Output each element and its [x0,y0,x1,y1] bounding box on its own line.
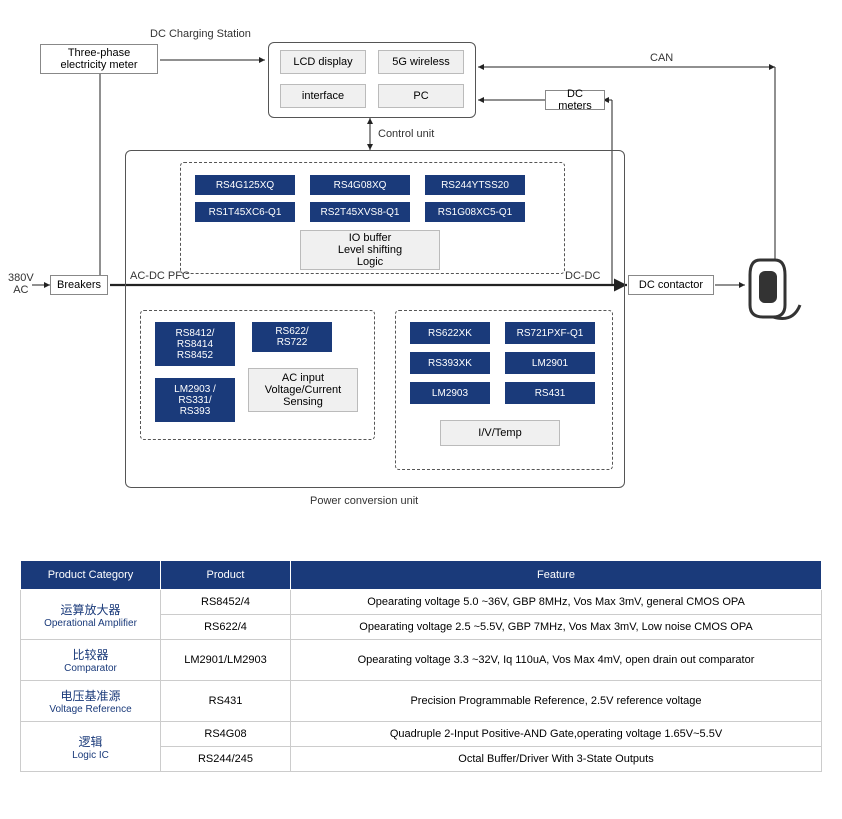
chip-logic-3: RS1T45XC6-Q1 [195,202,295,222]
block-diagram: DC Charging Station Control unit Power c… [0,0,842,530]
node-5g: 5G wireless [378,50,464,74]
product-table-section: Product Category Product Feature 运算放大器Op… [0,560,842,792]
table-row: 运算放大器Operational AmplifierRS8452/4Opeara… [21,590,822,615]
chip-logic-2: RS244YTSS20 [425,175,525,195]
node-interface: interface [280,84,366,108]
chip-logic-0: RS4G125XQ [195,175,295,195]
cell-product: RS244/245 [161,747,291,772]
label-can: CAN [650,52,673,64]
chip-dc-5: RS431 [505,382,595,404]
label-380v: 380V AC [8,272,34,296]
th-product: Product [161,561,291,590]
chip-ac-1: RS622/ RS722 [252,322,332,352]
label-control-unit: Control unit [378,128,434,140]
chip-logic-4: RS2T45XVS8-Q1 [310,202,410,222]
cell-feature: Octal Buffer/Driver With 3-State Outputs [291,747,822,772]
cell-category: 运算放大器Operational Amplifier [21,590,161,640]
cell-feature: Quadruple 2-Input Positive-AND Gate,oper… [291,722,822,747]
chip-dc-2: RS393XK [410,352,490,374]
cell-category: 电压基准源Voltage Reference [21,681,161,722]
cell-feature: Opearating voltage 5.0 ~36V, GBP 8MHz, V… [291,590,822,615]
cell-feature: Opearating voltage 3.3 ~32V, Iq 110uA, V… [291,640,822,681]
table-row: 比较器ComparatorLM2901/LM2903Opearating vol… [21,640,822,681]
label-dc-charging-station: DC Charging Station [150,28,251,40]
node-ivtemp: I/V/Temp [440,420,560,446]
node-dc-meters: DC meters [545,90,605,110]
node-dc-contactor: DC contactor [628,275,714,295]
chip-logic-5: RS1G08XC5-Q1 [425,202,525,222]
chip-dc-1: RS721PXF-Q1 [505,322,595,344]
node-io-buffer: IO buffer Level shifting Logic [300,230,440,270]
cell-product: RS622/4 [161,615,291,640]
th-category: Product Category [21,561,161,590]
cell-product: RS4G08 [161,722,291,747]
cell-product: RS8452/4 [161,590,291,615]
node-pc: PC [378,84,464,108]
th-feature: Feature [291,561,822,590]
cell-feature: Precision Programmable Reference, 2.5V r… [291,681,822,722]
chip-logic-1: RS4G08XQ [310,175,410,195]
table-row: 逻辑Logic ICRS4G08Quadruple 2-Input Positi… [21,722,822,747]
cell-category: 逻辑Logic IC [21,722,161,772]
node-three-phase: Three-phase electricity meter [40,44,158,74]
table-row: 电压基准源Voltage ReferenceRS431Precision Pro… [21,681,822,722]
chip-ac-0: RS8412/ RS8414 RS8452 [155,322,235,366]
cell-product: RS431 [161,681,291,722]
chip-dc-0: RS622XK [410,322,490,344]
chip-ac-2: LM2903 / RS331/ RS393 [155,378,235,422]
chip-dc-3: LM2901 [505,352,595,374]
product-table: Product Category Product Feature 运算放大器Op… [20,560,822,772]
cell-product: LM2901/LM2903 [161,640,291,681]
node-breakers: Breakers [50,275,108,295]
label-power-conv: Power conversion unit [310,495,418,507]
cell-category: 比较器Comparator [21,640,161,681]
node-ac-sensing: AC input Voltage/Current Sensing [248,368,358,412]
chip-dc-4: LM2903 [410,382,490,404]
charger-icon [745,255,805,325]
node-lcd: LCD display [280,50,366,74]
cell-feature: Opearating voltage 2.5 ~5.5V, GBP 7MHz, … [291,615,822,640]
